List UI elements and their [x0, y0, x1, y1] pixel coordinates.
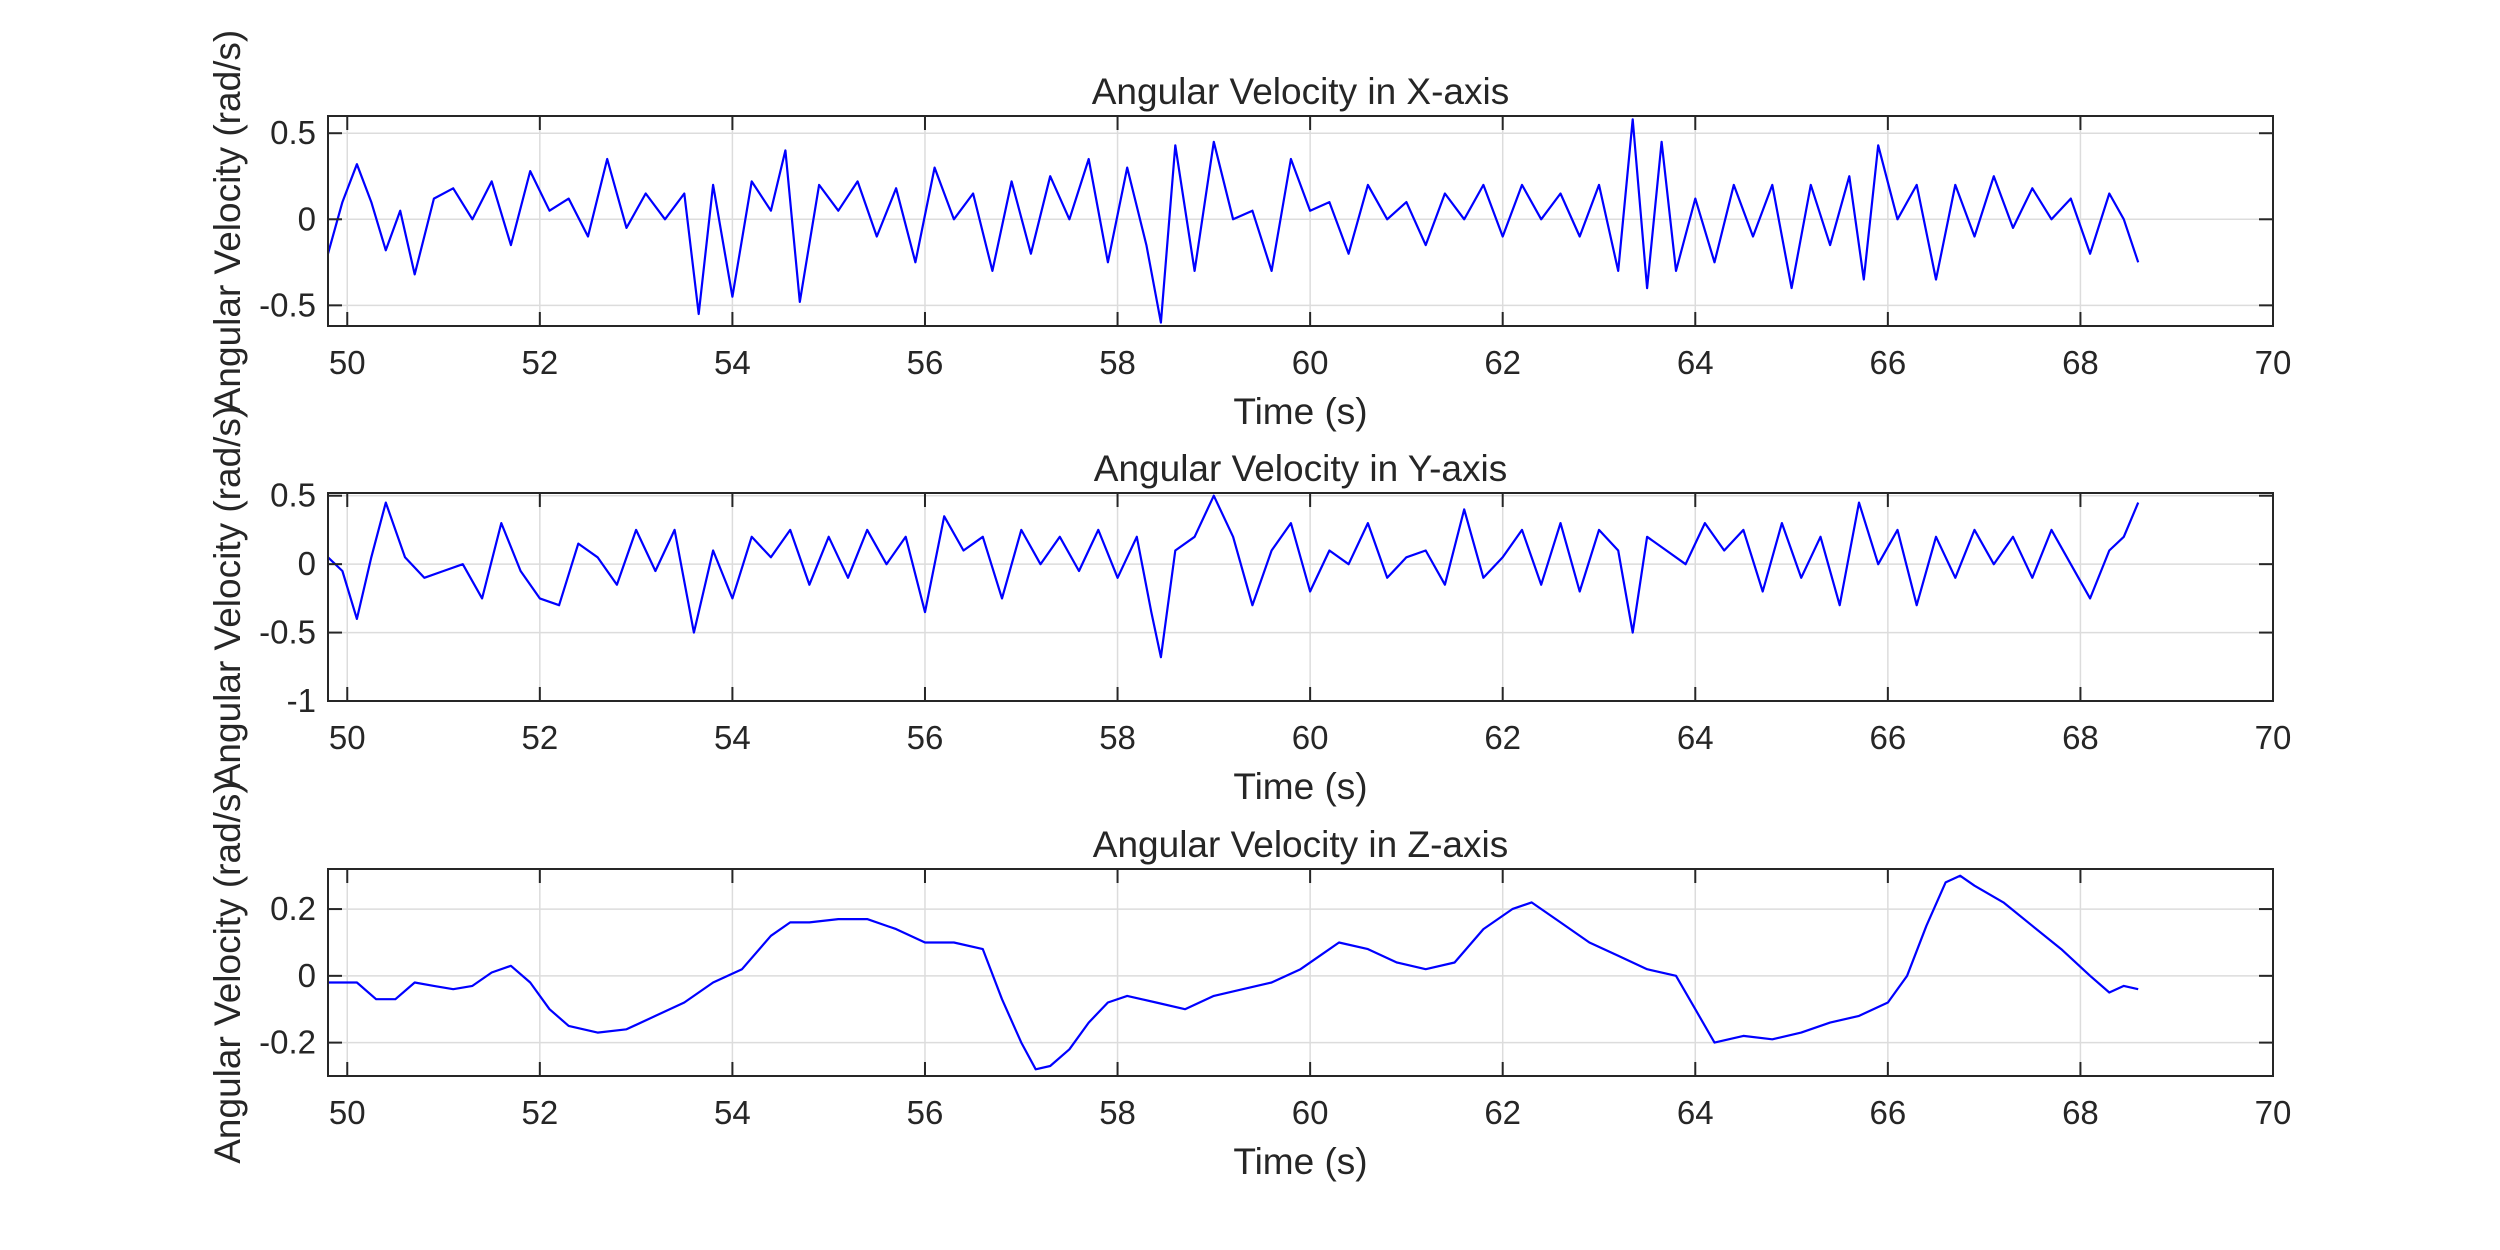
y-tick-label: 0 — [298, 957, 316, 994]
y-tick-label: -0.5 — [259, 286, 316, 323]
y-tick-label: 0 — [298, 200, 316, 237]
x-tick-label: 64 — [1677, 1094, 1714, 1131]
x-tick-label: 68 — [2062, 344, 2099, 381]
x-tick-label: 60 — [1292, 719, 1329, 756]
x-tick-label: 58 — [1099, 1094, 1136, 1131]
x-tick-label: 52 — [521, 719, 558, 756]
x-tick-label: 58 — [1099, 719, 1136, 756]
x-tick-label: 62 — [1484, 1094, 1521, 1131]
plot-area — [328, 493, 2273, 701]
x-tick-label: 70 — [2255, 344, 2292, 381]
x-tick-label: 62 — [1484, 719, 1521, 756]
x-tick-label: 66 — [1869, 344, 1906, 381]
y-tick-label: 0.2 — [270, 890, 316, 927]
x-tick-label: 50 — [329, 1094, 366, 1131]
y-axis-label: Angular Velocity (rad/s) — [207, 30, 248, 413]
x-tick-label: 66 — [1869, 719, 1906, 756]
chart-title: Angular Velocity in Z-axis — [1093, 824, 1508, 865]
x-tick-label: 50 — [329, 344, 366, 381]
axes-box — [327, 868, 2274, 1077]
subplot-1: 50 52 54 56 58 60 62 64 66 68 70 -0.5 0 0.5 Angular Ve… — [207, 30, 2291, 432]
y-tick-label: -1 — [287, 682, 316, 719]
x-tick-label: 56 — [907, 1094, 944, 1131]
x-tick-label: 56 — [907, 344, 944, 381]
x-tick-label: 70 — [2255, 719, 2292, 756]
series-line — [327, 494, 2140, 659]
y-tick-label: 0.5 — [270, 477, 316, 514]
x-tick-label: 58 — [1099, 344, 1136, 381]
x-tick-label: 52 — [521, 344, 558, 381]
series-line — [326, 118, 2140, 324]
x-tick-label: 56 — [907, 719, 944, 756]
x-tick-label: 60 — [1292, 344, 1329, 381]
x-tick-label: 54 — [714, 1094, 751, 1131]
subplot-2: 50 52 54 56 58 60 62 64 66 68 70 -1 -0.5 0 0.5 Angular … — [207, 406, 2291, 807]
y-tick-label: 0 — [298, 545, 316, 582]
x-tick-label: 60 — [1292, 1094, 1329, 1131]
chart-title: Angular Velocity in Y-axis — [1094, 448, 1507, 489]
x-tick-label: 50 — [329, 719, 366, 756]
plot-area — [328, 116, 2273, 326]
x-tick-label: 68 — [2062, 1094, 2099, 1131]
y-tick-label: -0.2 — [259, 1024, 316, 1061]
subplot-3: 50 52 54 56 58 60 62 64 66 68 70 -0.2 0 0.2 Angular Ve… — [207, 781, 2291, 1182]
x-axis-label: Time (s) — [1233, 766, 1367, 807]
x-axis-label: Time (s) — [1233, 391, 1367, 432]
series-line — [328, 874, 2139, 1071]
y-axis-label: Angular Velocity (rad/s) — [207, 781, 248, 1164]
x-tick-label: 54 — [714, 344, 751, 381]
x-tick-label: 54 — [714, 719, 751, 756]
x-tick-label: 64 — [1677, 719, 1714, 756]
plot-area — [328, 869, 2273, 1076]
y-tick-label: -0.5 — [259, 614, 316, 651]
x-tick-label: 52 — [521, 1094, 558, 1131]
y-axis-label: Angular Velocity (rad/s) — [207, 406, 248, 789]
x-tick-label: 62 — [1484, 344, 1521, 381]
x-tick-label: 64 — [1677, 344, 1714, 381]
chart-title: Angular Velocity in X-axis — [1092, 71, 1509, 112]
x-tick-label: 70 — [2255, 1094, 2292, 1131]
x-tick-label: 68 — [2062, 719, 2099, 756]
axes-box — [327, 492, 2274, 702]
axes-box — [327, 115, 2274, 327]
x-axis-label: Time (s) — [1233, 1141, 1367, 1182]
y-tick-label: 0.5 — [270, 114, 316, 151]
x-tick-label: 66 — [1869, 1094, 1906, 1131]
